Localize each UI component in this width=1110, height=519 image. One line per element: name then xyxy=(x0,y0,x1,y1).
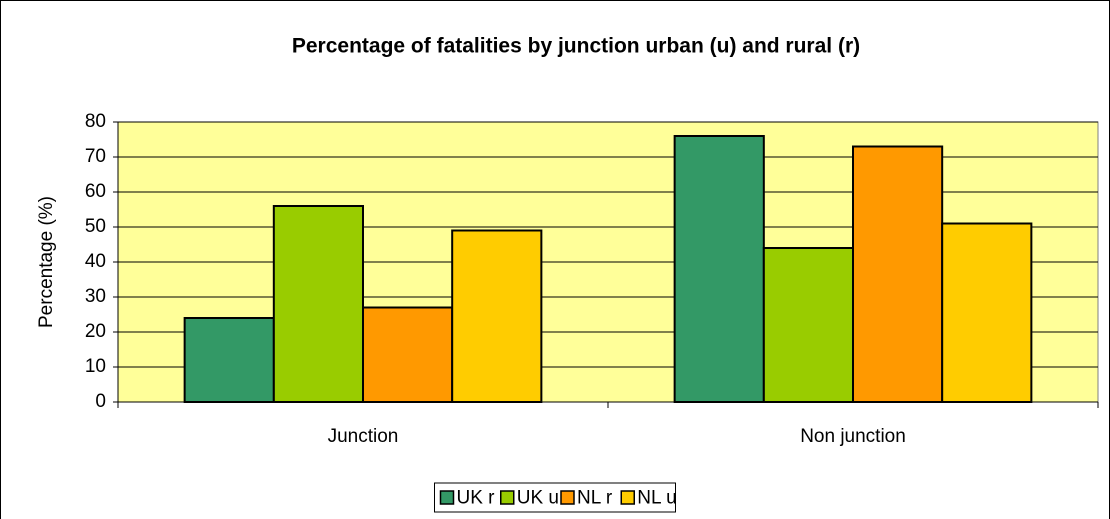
x-tick-label: Non junction xyxy=(800,426,906,447)
legend-swatch xyxy=(500,490,515,505)
y-tick-label: 10 xyxy=(85,356,106,377)
legend-swatch xyxy=(620,490,635,505)
legend-label: NL r xyxy=(577,488,613,509)
y-tick-label: 50 xyxy=(85,216,106,237)
bar xyxy=(673,135,765,403)
bar xyxy=(451,229,543,403)
bar xyxy=(852,145,944,403)
legend-label: UK r xyxy=(457,488,496,509)
bar xyxy=(762,247,855,403)
legend-swatch xyxy=(439,490,455,505)
y-axis-label: Percentage (%) xyxy=(36,196,57,328)
y-tick-label: 0 xyxy=(95,391,106,412)
y-tick-label: 60 xyxy=(85,181,106,202)
legend-label: NL u xyxy=(637,488,676,509)
chart-title: Percentage of fatalities by junction urb… xyxy=(292,35,860,58)
x-tick-label: Junction xyxy=(328,426,399,447)
y-tick-label: 80 xyxy=(85,111,106,132)
y-tick-label: 40 xyxy=(85,251,106,272)
bar xyxy=(941,222,1033,403)
legend-swatch xyxy=(560,490,575,505)
bar xyxy=(362,306,454,403)
legend-label: UK u xyxy=(517,488,559,509)
bar xyxy=(272,205,365,403)
bar xyxy=(183,317,275,403)
y-tick-label: 70 xyxy=(85,146,106,167)
y-tick-label: 20 xyxy=(85,321,106,342)
legend-box xyxy=(434,482,676,513)
y-tick-label: 30 xyxy=(85,286,106,307)
